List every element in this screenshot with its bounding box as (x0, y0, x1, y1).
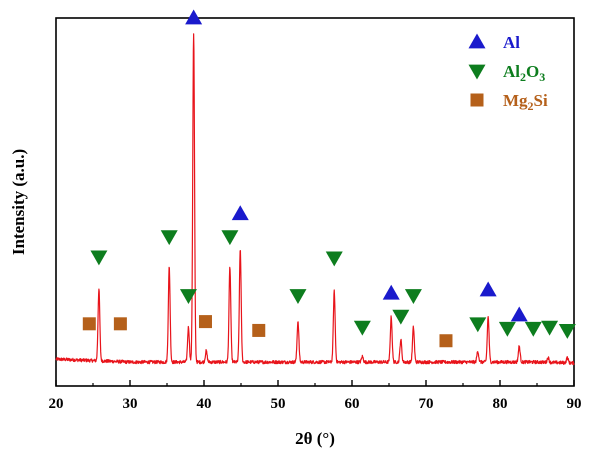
mg2si-marker (252, 323, 266, 337)
al2o3-marker (179, 289, 197, 304)
legend-al-label: Al (503, 33, 520, 52)
al2o3-marker (289, 289, 307, 304)
al2o3-marker (558, 324, 576, 339)
x-tick-label: 70 (419, 396, 434, 412)
x-axis-tick-labels: 20 30 40 50 60 70 80 90 (49, 396, 582, 412)
mg2si-marker (113, 317, 127, 331)
al-marker (382, 284, 400, 300)
al-marker (479, 281, 497, 297)
plot-frame (55, 17, 575, 387)
x-tick-label: 20 (49, 396, 64, 412)
al2o3-marker (90, 250, 108, 266)
x-tick-label: 80 (493, 396, 508, 412)
al2o3-marker (160, 230, 178, 246)
legend-mg2si-label: Mg2Si (503, 91, 548, 113)
al2o3-marker (353, 320, 371, 336)
al-marker (231, 205, 249, 221)
x-tick-label: 90 (567, 396, 582, 412)
x-tick-label: 50 (271, 396, 286, 412)
phase-markers (82, 9, 576, 348)
legend-mg2si-symbol (470, 93, 484, 107)
mg2si-marker (439, 334, 453, 348)
legend: Al Al2O3 Mg2Si (468, 33, 548, 113)
x-axis-ticks (55, 380, 575, 386)
legend-al2o3-label: Al2O3 (503, 62, 545, 84)
x-tick-label: 30 (123, 396, 138, 412)
al2o3-marker (221, 230, 239, 246)
xrd-pattern-line (55, 33, 575, 366)
al2o3-marker (404, 289, 422, 304)
mg2si-marker (82, 317, 96, 331)
x-tick-label: 60 (345, 396, 360, 412)
al2o3-marker (469, 317, 487, 333)
al-marker (510, 306, 528, 322)
al2o3-marker (392, 309, 410, 325)
legend-al-symbol (468, 33, 486, 49)
al2o3-marker (325, 251, 343, 267)
al2o3-marker (524, 321, 542, 337)
al2o3-marker (498, 321, 516, 337)
al2o3-marker (541, 320, 559, 336)
x-tick-label: 40 (197, 396, 212, 412)
y-axis-label: Intensity (a.u.) (9, 149, 28, 255)
al-marker (185, 9, 203, 25)
mg2si-marker (198, 315, 212, 329)
legend-al2o3-symbol (468, 64, 486, 80)
x-axis-label: 2θ (°) (295, 429, 335, 448)
